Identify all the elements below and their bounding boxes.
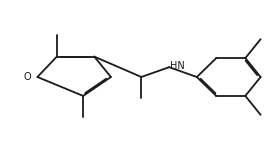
Text: O: O	[24, 72, 32, 82]
Text: HN: HN	[170, 61, 185, 71]
